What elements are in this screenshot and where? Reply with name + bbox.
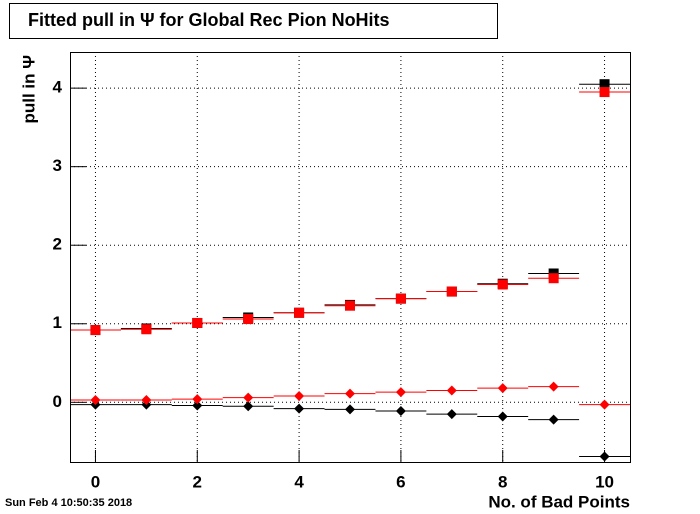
- point: [294, 307, 305, 318]
- point: [345, 300, 355, 311]
- point: [243, 392, 254, 403]
- x-tick-label: 8: [498, 472, 507, 491]
- point: [243, 314, 254, 325]
- x-tick-label: 0: [91, 472, 100, 491]
- x-tick-label: 6: [396, 472, 405, 491]
- point: [90, 325, 101, 336]
- y-tick-label: 2: [53, 235, 62, 254]
- point: [599, 399, 610, 410]
- point: [395, 387, 406, 398]
- y-tick-label: 0: [53, 392, 62, 411]
- x-tick-label: 10: [595, 472, 614, 491]
- point: [294, 403, 305, 414]
- point: [497, 279, 508, 290]
- point: [192, 317, 203, 328]
- point: [192, 400, 203, 411]
- point: [548, 273, 559, 284]
- y-tick-label: 4: [53, 78, 63, 97]
- y-tick-label: 1: [53, 313, 62, 332]
- point: [599, 87, 610, 98]
- x-tick-label: 4: [294, 472, 304, 491]
- point: [446, 286, 457, 297]
- point: [446, 385, 457, 396]
- point: [446, 409, 457, 420]
- point: [548, 414, 559, 425]
- point: [141, 394, 152, 405]
- y-tick-label: 3: [53, 156, 62, 175]
- title-box: [9, 3, 498, 39]
- point: [599, 451, 610, 462]
- point: [395, 293, 406, 304]
- chart-title: Fitted pull in Ψ for Global Rec Pion NoH…: [28, 10, 390, 30]
- x-tick-label: 2: [193, 472, 202, 491]
- point: [243, 401, 254, 412]
- point: [395, 405, 406, 416]
- point: [294, 391, 305, 402]
- point: [497, 383, 508, 394]
- point: [141, 324, 152, 335]
- point: [599, 79, 610, 90]
- timestamp: Sun Feb 4 10:50:35 2018: [5, 497, 132, 509]
- point: [345, 404, 355, 415]
- point: [90, 394, 101, 405]
- frame: [70, 52, 631, 463]
- point: [497, 411, 508, 422]
- x-axis-label: No. of Bad Points: [488, 492, 630, 511]
- plot-area: 0 2 4 6 8 10 0 1 2 3 4: [53, 52, 630, 491]
- y-axis-label: pull in Ψ: [19, 55, 38, 124]
- point: [192, 394, 203, 405]
- point: [345, 388, 355, 399]
- point: [548, 381, 559, 392]
